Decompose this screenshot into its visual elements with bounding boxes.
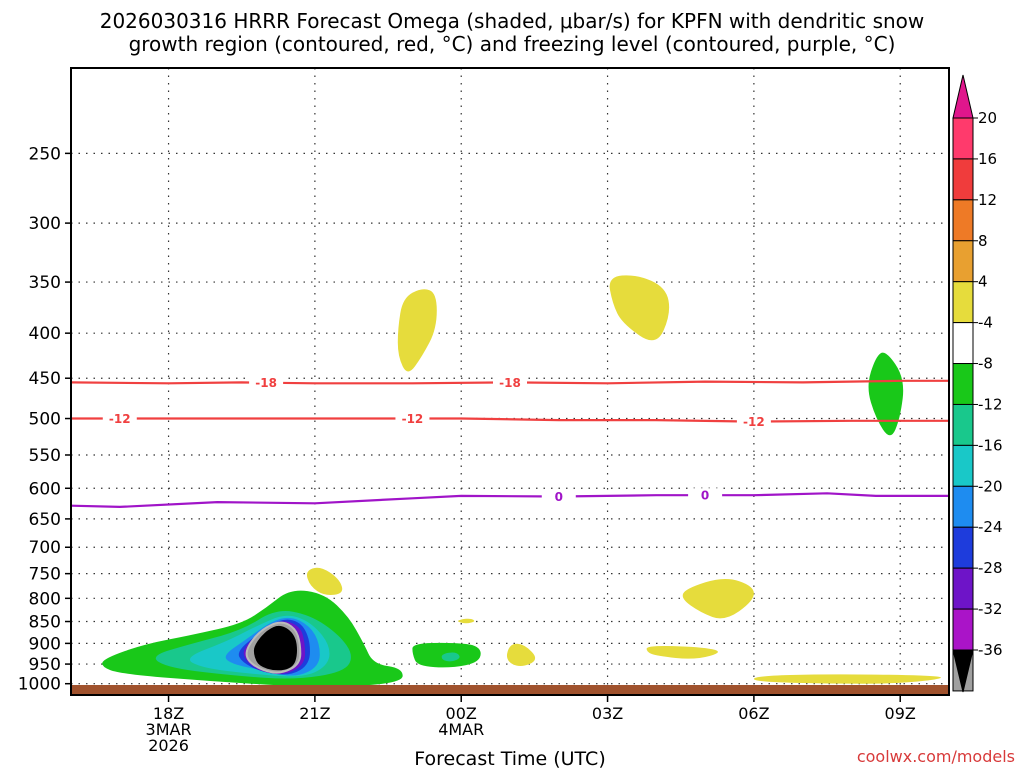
y-tick-label: 300 [29,214,61,234]
y-tick-label: 700 [29,538,61,558]
plot-frame [70,67,950,696]
colorbar-label: -24 [978,518,1003,536]
colorbar-label: -12 [978,395,1003,413]
colorbar-label: -36 [978,641,1003,659]
y-tick-label: 900 [29,634,61,654]
y-tick-label: 1000 [18,675,61,695]
ground-bar [71,685,949,695]
contour-label-bg [736,414,771,429]
y-tick-label: 600 [29,479,61,499]
contour-label-bg [493,375,527,390]
contour-label-bg [249,375,284,390]
credit-text: coolwx.com/models [857,747,1015,766]
x-tick-label: 3MAR [146,720,192,739]
omega-region [609,275,670,341]
colorbar-swatch [952,526,974,569]
x-tick-label: 18Z [153,704,184,723]
colorbar-label: -28 [978,559,1003,577]
x-tick-label: 2026 [148,736,189,755]
colorbar-label: -32 [978,600,1003,618]
colorbar-top-arrow [952,74,974,119]
y-tick-label: 400 [29,324,61,344]
y-tick-label: 550 [29,446,61,466]
omega-region [682,578,754,619]
colorbar-swatch [952,240,974,283]
x-tick-label: 21Z [299,704,330,723]
colorbar-swatch [952,444,974,487]
colorbar-label: -8 [978,355,993,373]
colorbar-label: 20 [978,109,997,127]
colorbar-label: 4 [978,273,988,291]
omega-region [441,652,460,662]
x-tick-label: 00Z [446,704,477,723]
y-tick-label: 950 [29,655,61,675]
x-tick-label: 03Z [592,704,623,723]
contour-label: -12 [743,415,765,429]
colorbar-swatch [952,567,974,610]
colorbar-swatch [952,322,974,365]
y-tick-label: 350 [29,273,61,293]
contour-label-bg [102,411,137,426]
contour-line [71,417,949,423]
y-tick-label: 650 [29,510,61,530]
chart-title-line2: growth region (contoured, red, °C) and f… [129,32,896,56]
omega-region [753,674,941,684]
x-tick-label: 06Z [738,704,769,723]
x-tick-label: 09Z [885,704,916,723]
contour-line [71,492,949,509]
y-tick-label: 250 [29,144,61,164]
omega-region [868,352,904,436]
y-tick-label: 500 [29,410,61,430]
omega-region [457,618,475,624]
colorbar-swatch [952,199,974,242]
contour-label-bg [541,489,576,504]
contour-label: 0 [555,490,563,504]
y-axis-ticks: 2503003504004505005506006507007508008509… [18,144,71,695]
colorbar: 20 16 12 8 4 -4 -8 -12 -16 -20 -24 -28 -32 -36 [952,74,1003,693]
contour-label: -12 [402,412,424,426]
y-tick-label: 800 [29,589,61,609]
colorbar-swatch [952,117,974,160]
chart-title-line1: 2026030316 HRRR Forecast Omega (shaded, … [100,9,925,33]
x-axis-label: Forecast Time (UTC) [414,748,605,768]
colorbar-label: -16 [978,436,1003,454]
colorbar-label: 12 [978,191,997,209]
colorbar-swatch [952,485,974,528]
colorbar-swatch [952,281,974,324]
colorbar-swatch [952,403,974,446]
colorbar-label: 8 [978,232,988,250]
contour-label: -12 [109,412,131,426]
colorbar-swatch [952,158,974,201]
contour-label: -18 [499,376,521,390]
colorbar-swatch [952,363,974,405]
omega-region [506,643,536,667]
y-tick-label: 450 [29,369,61,389]
contour-lines: -18 -18 -12 -12 -12 0 0 [71,375,949,509]
omega-region [646,646,718,659]
omega-region [306,567,343,595]
contour-label-bg [688,488,723,503]
colorbar-label: -4 [978,314,993,332]
y-tick-label: 850 [29,613,61,633]
colorbar-bottom-arrow [952,649,974,693]
omega-region [253,625,297,671]
contour-label-bg [395,411,430,426]
contour-label: 0 [701,489,709,503]
colorbar-label: 16 [978,150,997,168]
y-tick-label: 750 [29,565,61,585]
contour-label: -18 [255,376,277,390]
omega-region [397,289,437,372]
omega-shading [102,275,941,687]
colorbar-label: -20 [978,477,1003,495]
x-tick-label: 4MAR [438,720,484,739]
colorbar-swatch [952,608,974,651]
